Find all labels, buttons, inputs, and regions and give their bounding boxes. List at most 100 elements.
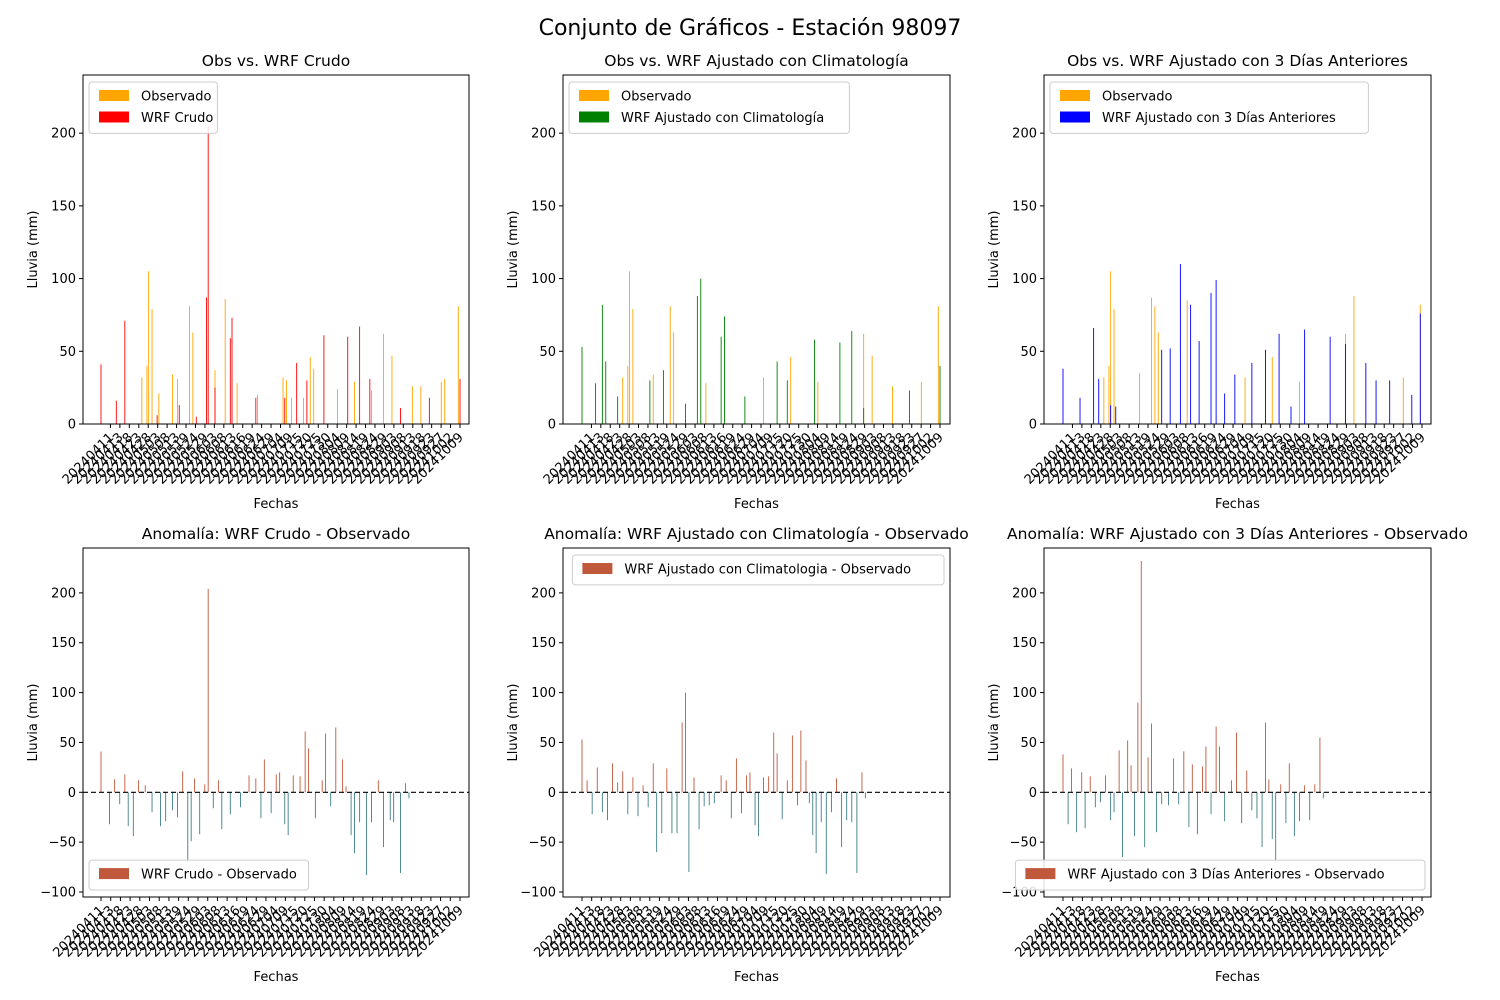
y-tick-label: 100 [531,272,556,287]
legend-label: WRF Ajustado con Climatología [621,111,824,126]
plot-frame [82,547,470,898]
bar [420,386,422,424]
bar [1389,380,1391,424]
bar [1278,333,1280,424]
bar [132,792,134,837]
bar [861,772,863,793]
bar [1375,380,1377,424]
bar [255,778,257,793]
bar [1275,792,1277,864]
bar [204,784,206,793]
y-tick-label: 0 [68,786,76,801]
bar [1261,792,1263,848]
y-tick-label: 100 [531,686,556,701]
legend-label: WRF Crudo - Observado [141,868,297,883]
bar [909,390,910,424]
bar [109,792,110,825]
bar [605,361,607,424]
bar [1062,368,1064,424]
bar [214,387,216,424]
bar [151,309,153,424]
bar [1236,732,1237,793]
bar [1169,348,1171,424]
y-tick-label: 0 [68,418,76,433]
x-axis-label: Fechas [254,497,299,512]
legend-label: Observado [621,90,692,105]
legend-box [1049,81,1369,134]
bar [1196,792,1198,835]
bar [652,763,654,793]
y-tick-label: 50 [539,345,556,360]
bar [776,361,778,424]
bar [359,326,361,424]
bar [158,393,160,424]
legend-label: Observado [141,90,212,105]
bar [207,125,209,424]
bar [190,792,192,842]
legend: WRF Crudo - Observado [88,859,310,891]
bar [1251,362,1253,424]
bar [1290,406,1292,424]
bar [1084,792,1086,829]
y-tick-label: −100 [520,886,556,901]
y-tick-label: 100 [51,686,76,701]
bar [382,792,384,848]
bar [1265,349,1266,424]
y-tick-label: 200 [51,127,76,142]
bar [805,760,807,793]
y-tick-label: 0 [1029,418,1037,433]
bar [137,780,139,793]
bar [1271,792,1273,840]
bar [1314,784,1316,793]
bar [1411,394,1413,424]
bar [330,792,332,807]
bar [649,380,651,424]
bar [725,780,727,793]
bar [863,333,865,424]
bar [607,792,608,821]
bar [1188,792,1190,828]
bar [1210,792,1212,815]
bar [337,389,338,424]
bar [741,792,742,814]
bar [279,772,281,793]
bar [627,792,629,815]
bar [306,380,308,424]
bar [1179,264,1181,424]
bar [1224,393,1226,424]
bar [724,316,725,424]
bar [124,320,126,424]
bar [212,792,214,809]
y-tick-label: 200 [51,586,76,601]
bar [236,383,238,424]
y-tick-label: 150 [51,636,76,651]
bar [229,338,231,424]
bar [1190,304,1192,424]
bar [257,394,258,424]
bar [1419,313,1421,424]
bar [1251,792,1253,811]
chart-title: Anomalía: WRF Crudo - Observado [142,525,411,543]
bar [1110,792,1112,821]
x-axis-label: Fechas [734,497,779,512]
y-tick-label: −50 [1010,836,1037,851]
bar [342,759,344,793]
chart-title: Obs vs. WRF Crudo [202,52,350,70]
legend-box [568,81,850,134]
bar [199,792,201,835]
bar [1140,560,1142,793]
bar [1268,779,1270,793]
bar [1147,757,1149,793]
bar [781,792,783,820]
bar [1309,792,1311,821]
bar [797,792,798,806]
bar [601,792,603,813]
bar [800,730,802,793]
bar [1191,764,1193,793]
bar [1353,296,1355,424]
bar [629,271,630,424]
legend-swatch [1025,868,1056,880]
plot-frame [562,74,951,425]
bar [270,792,272,814]
bar [851,792,853,823]
